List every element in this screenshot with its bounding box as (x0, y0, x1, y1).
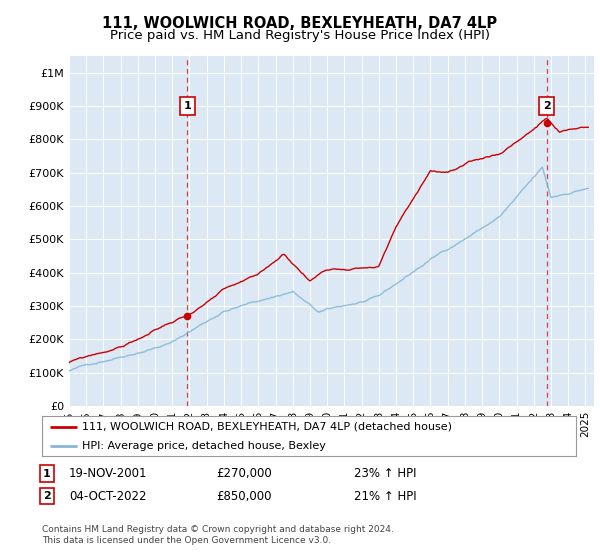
Text: £270,000: £270,000 (216, 467, 272, 480)
Text: 19-NOV-2001: 19-NOV-2001 (69, 467, 148, 480)
Text: 21% ↑ HPI: 21% ↑ HPI (354, 489, 416, 503)
Text: 111, WOOLWICH ROAD, BEXLEYHEATH, DA7 4LP (detached house): 111, WOOLWICH ROAD, BEXLEYHEATH, DA7 4LP… (82, 422, 452, 432)
Text: 1: 1 (184, 101, 191, 111)
Text: Price paid vs. HM Land Registry's House Price Index (HPI): Price paid vs. HM Land Registry's House … (110, 29, 490, 42)
Text: 1: 1 (43, 469, 50, 479)
Text: £850,000: £850,000 (216, 489, 271, 503)
Text: HPI: Average price, detached house, Bexley: HPI: Average price, detached house, Bexl… (82, 441, 326, 450)
Text: 2: 2 (543, 101, 551, 111)
Text: 04-OCT-2022: 04-OCT-2022 (69, 489, 146, 503)
Text: 111, WOOLWICH ROAD, BEXLEYHEATH, DA7 4LP: 111, WOOLWICH ROAD, BEXLEYHEATH, DA7 4LP (103, 16, 497, 31)
Text: 23% ↑ HPI: 23% ↑ HPI (354, 467, 416, 480)
Text: 2: 2 (43, 491, 50, 501)
Text: Contains HM Land Registry data © Crown copyright and database right 2024.
This d: Contains HM Land Registry data © Crown c… (42, 525, 394, 545)
